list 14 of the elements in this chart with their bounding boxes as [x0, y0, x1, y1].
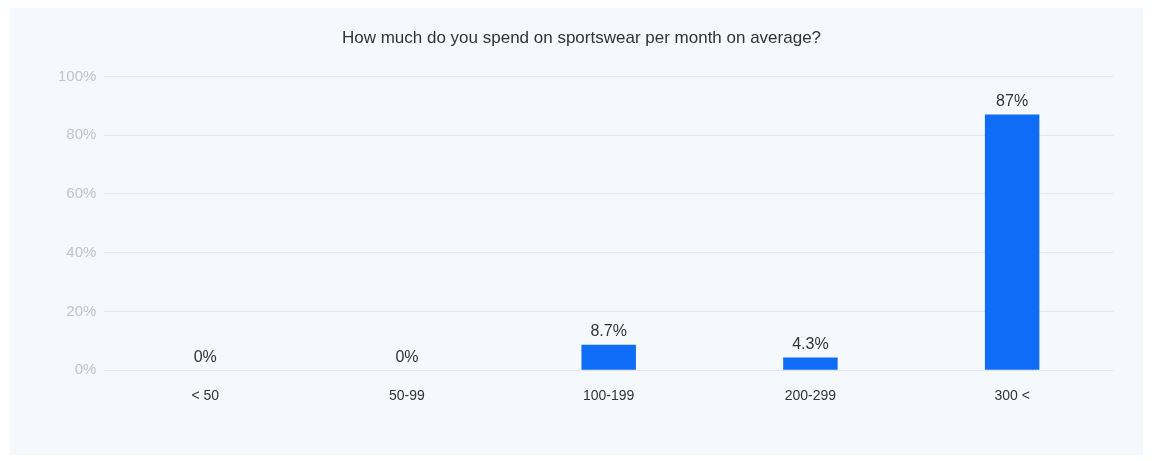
data-label: 0%	[193, 347, 217, 365]
data-label: 87%	[996, 92, 1029, 109]
bar	[783, 357, 838, 370]
bar	[581, 344, 636, 370]
bar	[984, 114, 1040, 370]
x-tick-label: 300 <	[994, 387, 1030, 404]
data-label: 0%	[395, 347, 419, 365]
chart-title: How much do you spend on sportswear per month on average?	[341, 27, 822, 47]
x-tick-label: 100-199	[582, 387, 635, 404]
x-tick-label: 200-299	[784, 387, 837, 404]
x-tick-label: 50-99	[389, 387, 426, 404]
data-label: 4.3%	[792, 334, 829, 352]
x-tick-label: < 50	[191, 387, 220, 404]
data-label: 8.7%	[590, 322, 627, 340]
